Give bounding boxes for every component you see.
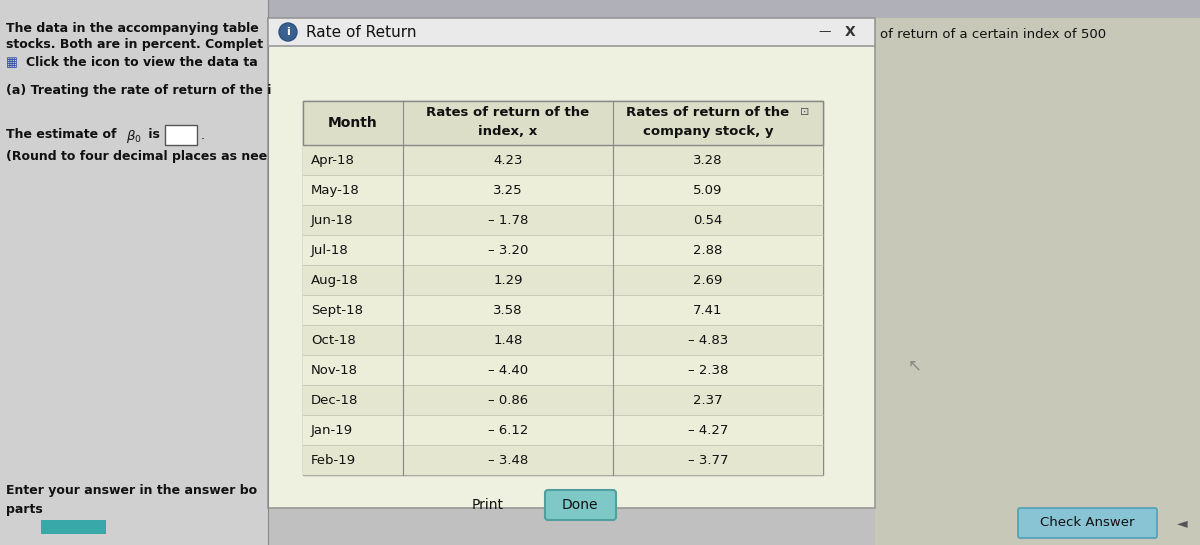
Text: Month: Month (328, 116, 378, 130)
Text: Apr-18: Apr-18 (311, 154, 355, 167)
Text: Enter your answer in the answer bo: Enter your answer in the answer bo (6, 484, 257, 497)
Text: The data in the accompanying table: The data in the accompanying table (6, 22, 259, 35)
FancyBboxPatch shape (302, 325, 823, 355)
Text: – 3.48: – 3.48 (488, 453, 528, 467)
Text: – 4.40: – 4.40 (488, 364, 528, 377)
Text: Feb-19: Feb-19 (311, 453, 356, 467)
Text: company stock, y: company stock, y (643, 124, 773, 137)
FancyBboxPatch shape (302, 355, 823, 385)
Text: i: i (286, 27, 290, 37)
Text: 0.54: 0.54 (694, 214, 722, 227)
Text: 3.58: 3.58 (493, 304, 523, 317)
Text: 1.29: 1.29 (493, 274, 523, 287)
Text: index, x: index, x (479, 124, 538, 137)
Text: Jan-19: Jan-19 (311, 423, 353, 437)
Text: 1.48: 1.48 (493, 334, 523, 347)
FancyBboxPatch shape (1018, 508, 1157, 538)
Text: – 6.12: – 6.12 (488, 423, 528, 437)
FancyBboxPatch shape (166, 125, 197, 145)
Text: Dec-18: Dec-18 (311, 393, 359, 407)
FancyBboxPatch shape (545, 490, 616, 520)
Text: – 1.78: – 1.78 (488, 214, 528, 227)
FancyBboxPatch shape (268, 18, 875, 46)
Text: 3.28: 3.28 (694, 154, 722, 167)
FancyBboxPatch shape (302, 175, 823, 205)
FancyBboxPatch shape (302, 265, 823, 295)
Text: Sept-18: Sept-18 (311, 304, 364, 317)
FancyBboxPatch shape (0, 0, 1200, 18)
Circle shape (278, 23, 298, 41)
Text: Check Answer: Check Answer (1039, 517, 1134, 530)
Text: ▦: ▦ (6, 56, 18, 69)
Text: Rates of return of the: Rates of return of the (426, 106, 589, 118)
Text: Jun-18: Jun-18 (311, 214, 354, 227)
FancyBboxPatch shape (302, 415, 823, 445)
Text: ◄: ◄ (1177, 516, 1187, 530)
Text: ↖: ↖ (908, 356, 922, 374)
Text: 7.41: 7.41 (694, 304, 722, 317)
Text: stocks. Both are in percent. Complet: stocks. Both are in percent. Complet (6, 38, 263, 51)
Text: Rates of return of the: Rates of return of the (626, 106, 790, 118)
Text: parts: parts (6, 503, 43, 516)
FancyBboxPatch shape (875, 18, 1200, 545)
Text: (Round to four decimal places as nee: (Round to four decimal places as nee (6, 150, 268, 163)
Text: Nov-18: Nov-18 (311, 364, 358, 377)
Text: – 3.77: – 3.77 (688, 453, 728, 467)
FancyBboxPatch shape (302, 385, 823, 415)
Text: Rate of Return: Rate of Return (306, 25, 416, 39)
Text: $\beta_0$: $\beta_0$ (126, 128, 142, 145)
Text: – 2.38: – 2.38 (688, 364, 728, 377)
Text: 2.88: 2.88 (694, 244, 722, 257)
Text: 5.09: 5.09 (694, 184, 722, 197)
Bar (41, 520, 106, 534)
Text: —: — (818, 26, 832, 39)
Text: 2.69: 2.69 (694, 274, 722, 287)
Text: Aug-18: Aug-18 (311, 274, 359, 287)
Text: Oct-18: Oct-18 (311, 334, 355, 347)
Text: .: . (202, 129, 205, 142)
Text: 3.25: 3.25 (493, 184, 523, 197)
FancyBboxPatch shape (302, 295, 823, 325)
Text: Print: Print (472, 498, 504, 512)
Text: – 4.27: – 4.27 (688, 423, 728, 437)
FancyBboxPatch shape (302, 445, 823, 475)
Text: (a) Treating the rate of return of the i: (a) Treating the rate of return of the i (6, 84, 271, 97)
Text: Done: Done (562, 498, 599, 512)
FancyBboxPatch shape (302, 205, 823, 235)
Text: Jul-18: Jul-18 (311, 244, 349, 257)
FancyBboxPatch shape (302, 145, 823, 175)
Text: – 4.83: – 4.83 (688, 334, 728, 347)
Text: May-18: May-18 (311, 184, 360, 197)
Text: is: is (144, 128, 160, 141)
Text: – 3.20: – 3.20 (488, 244, 528, 257)
FancyBboxPatch shape (302, 101, 823, 475)
Text: 4.23: 4.23 (493, 154, 523, 167)
Text: 2.37: 2.37 (694, 393, 722, 407)
FancyBboxPatch shape (302, 101, 823, 145)
FancyBboxPatch shape (302, 235, 823, 265)
Text: of return of a certain index of 500: of return of a certain index of 500 (880, 28, 1106, 41)
FancyBboxPatch shape (0, 0, 268, 545)
Text: X: X (845, 25, 856, 39)
Text: Click the icon to view the data ta: Click the icon to view the data ta (26, 56, 258, 69)
Text: ⊡: ⊡ (800, 107, 810, 117)
Text: – 0.86: – 0.86 (488, 393, 528, 407)
FancyBboxPatch shape (268, 18, 875, 508)
Text: The estimate of: The estimate of (6, 128, 121, 141)
